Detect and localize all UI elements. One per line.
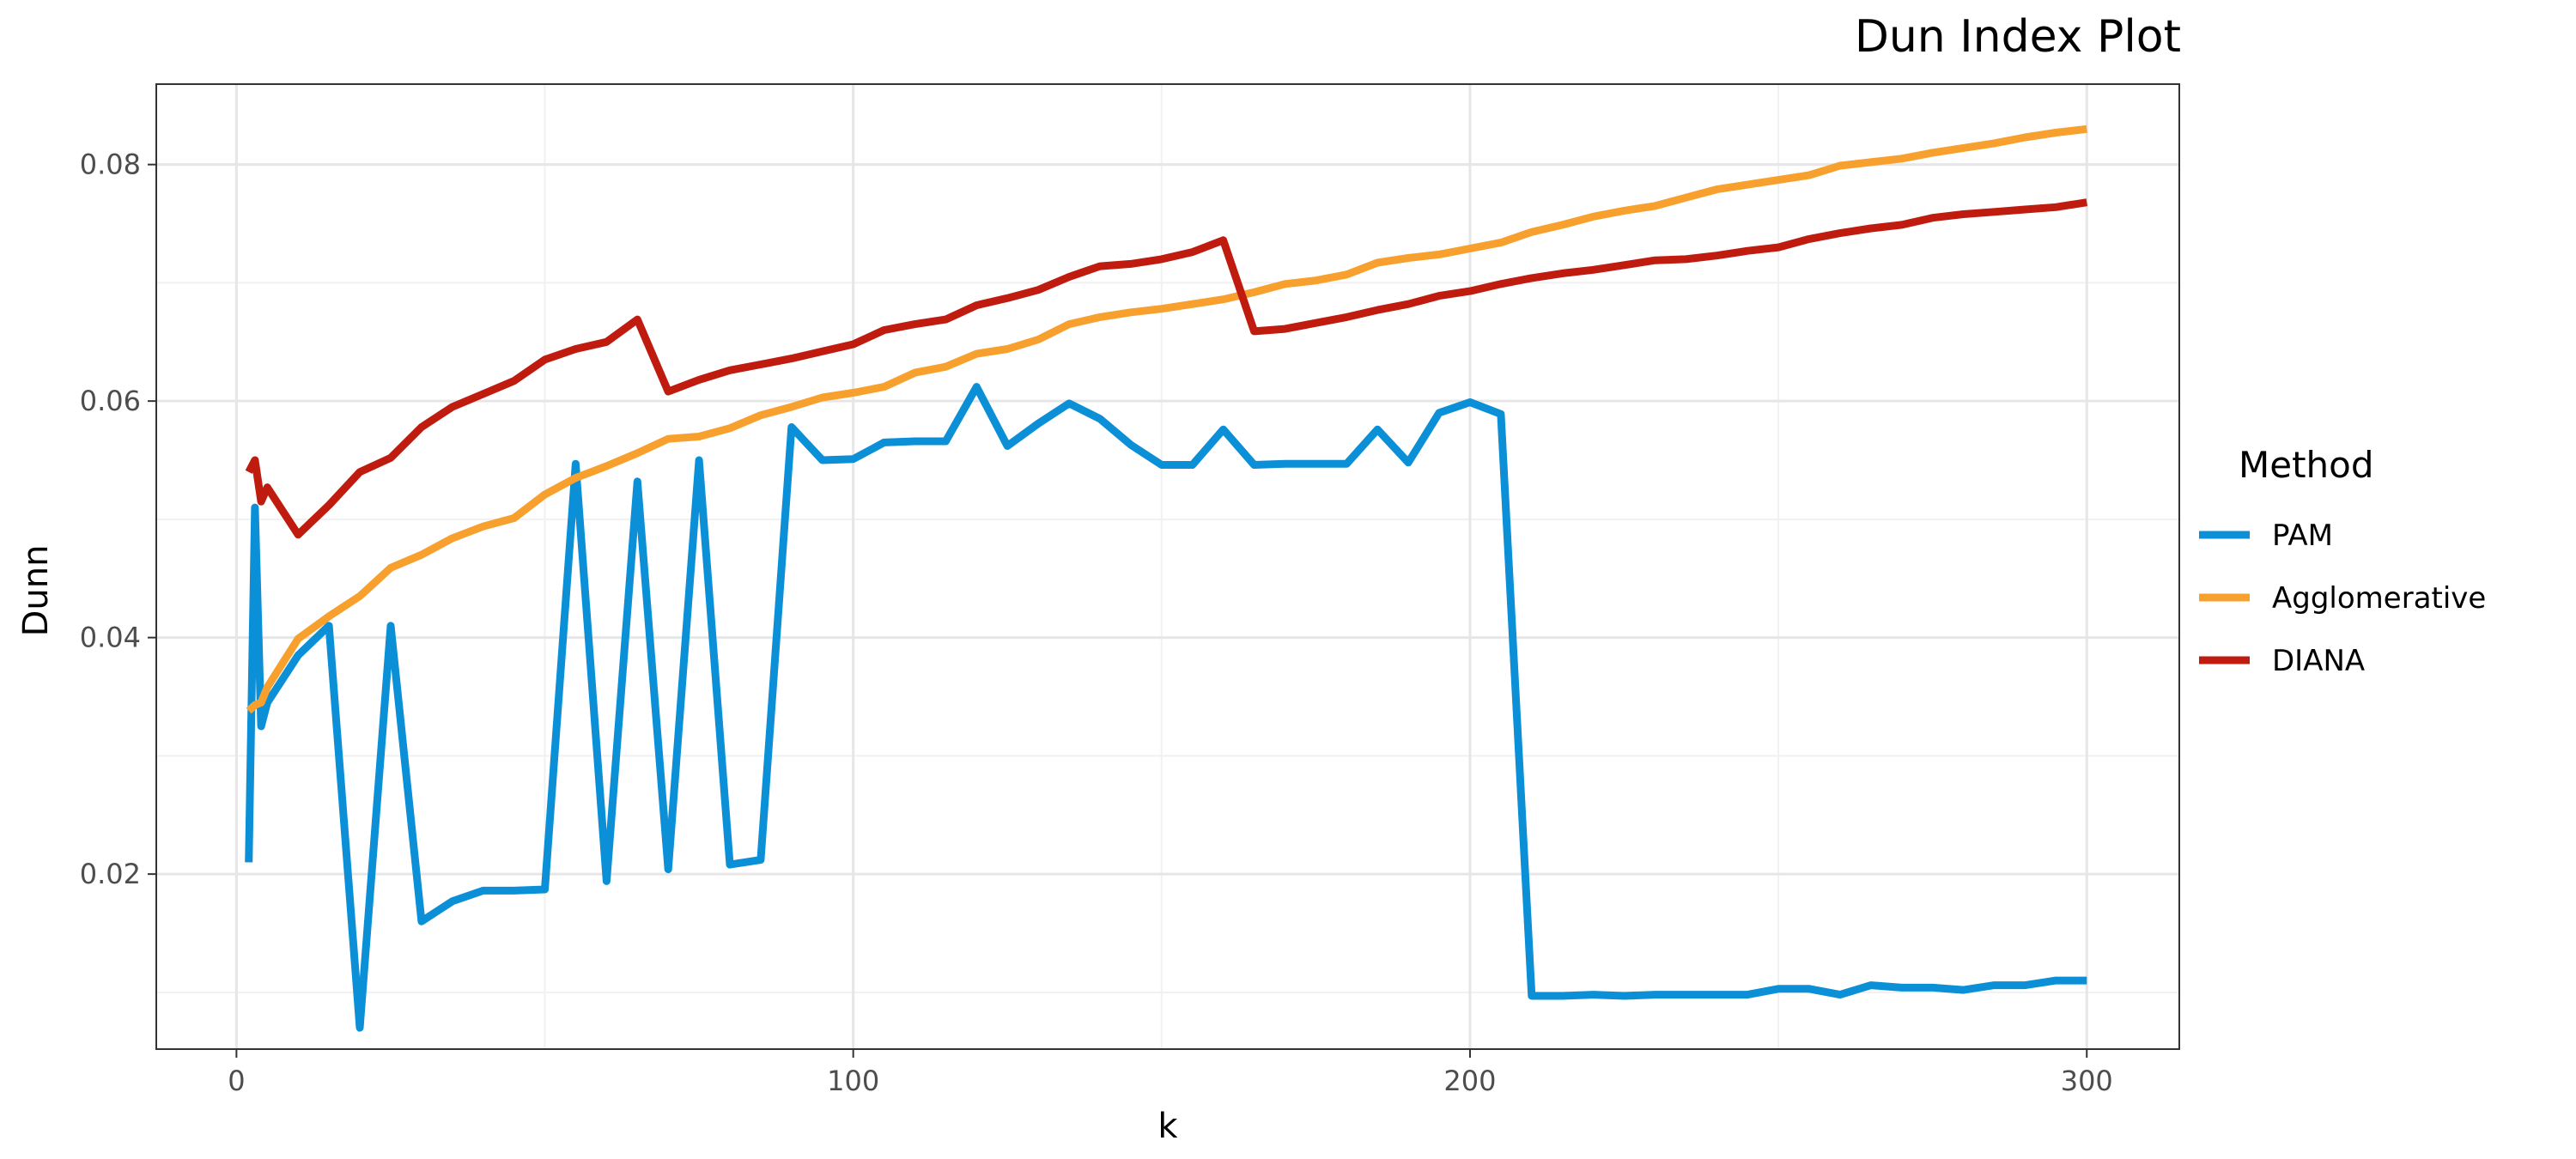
y-axis-title: Dunn	[16, 545, 56, 637]
legend-label-pam: PAM	[2272, 519, 2333, 553]
legend-label-agglomerative: Agglomerative	[2272, 581, 2486, 616]
x-tick-label: 200	[1443, 1065, 1496, 1097]
y-tick-label: 0.02	[80, 858, 141, 890]
legend-items: PAM Agglomerative DIANA	[2199, 519, 2486, 678]
y-tick-label: 0.06	[80, 385, 141, 417]
legend: Method PAM Agglomerative DIANA	[2199, 444, 2486, 678]
grid	[156, 84, 2179, 1049]
x-tick-label: 0	[228, 1065, 245, 1097]
series-line-agglomerative	[246, 124, 2087, 714]
panel-border	[155, 83, 2180, 1050]
x-tick-label: 300	[2061, 1065, 2113, 1097]
y-tick-label: 0.04	[80, 622, 141, 654]
series-line-diana	[245, 198, 2087, 539]
legend-title: Method	[2239, 444, 2374, 486]
x-tick-label: 100	[827, 1065, 879, 1097]
x-axis-title: k	[1157, 1107, 1178, 1146]
chart-title: Dun Index Plot	[1855, 11, 2181, 63]
plot-area	[155, 83, 2180, 1050]
x-axis: 0 100 200 300	[228, 1049, 2113, 1097]
legend-label-diana: DIANA	[2272, 644, 2365, 678]
series-lines	[245, 124, 2087, 1032]
y-axis: 0.02 0.04 0.06 0.08	[80, 149, 156, 890]
y-tick-label: 0.08	[80, 149, 141, 181]
series-line-pam	[245, 383, 2087, 1032]
